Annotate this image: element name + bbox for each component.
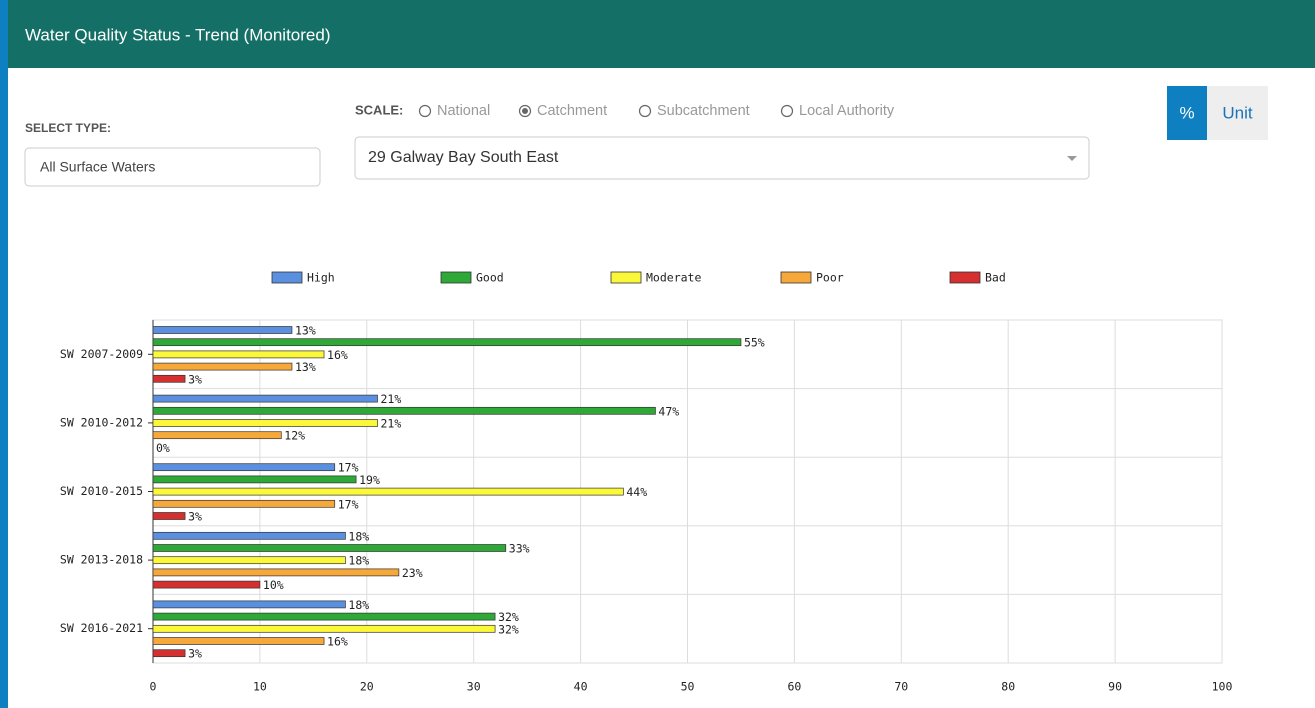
- x-tick-label: 90: [1108, 680, 1122, 694]
- bar: [152, 394, 378, 403]
- radio[interactable]: [638, 104, 652, 118]
- legend-swatch: [271, 271, 303, 284]
- bar: [152, 568, 400, 577]
- select-type-box[interactable]: [24, 147, 321, 187]
- bar: [152, 406, 656, 415]
- bar: [152, 624, 496, 633]
- x-tick-label: 40: [574, 680, 588, 694]
- value-label: 33%: [509, 542, 530, 556]
- x-tick-label: 100: [1212, 680, 1233, 694]
- legend-swatch: [780, 271, 812, 284]
- bar: [152, 350, 325, 359]
- bar: [152, 531, 346, 540]
- y-tick-label: SW 2013-2018: [60, 553, 143, 567]
- dropdown-caret: [1067, 156, 1077, 161]
- toggle-label: Unit: [1222, 103, 1253, 122]
- value-label: 32%: [498, 610, 519, 624]
- value-label: 17%: [338, 497, 359, 511]
- x-tick-label: 60: [787, 680, 801, 694]
- legend-label: Moderate: [646, 271, 701, 285]
- legend-label: Good: [476, 271, 504, 285]
- value-label: 0%: [156, 441, 170, 455]
- radio-label: Catchment: [537, 103, 607, 119]
- bar: [152, 362, 293, 371]
- value-label: 55%: [744, 336, 765, 350]
- select-type-label: SELECT TYPE:: [25, 121, 111, 135]
- area-value: 29 Galway Bay South East: [368, 149, 559, 166]
- bar: [152, 419, 378, 427]
- value-label: 12%: [284, 429, 305, 443]
- value-label: 13%: [295, 324, 316, 338]
- legend-label: Poor: [816, 271, 844, 285]
- radio[interactable]: [780, 104, 794, 118]
- x-tick-label: 30: [467, 680, 481, 694]
- scale-label: SCALE:: [355, 102, 403, 117]
- value-label: 13%: [295, 360, 316, 374]
- y-tick-label: SW 2016-2021: [60, 621, 143, 635]
- radio[interactable]: [418, 104, 432, 118]
- y-tick-label: SW 2007-2009: [60, 347, 143, 361]
- value-label: 32%: [498, 622, 519, 636]
- bar: [152, 326, 293, 334]
- toggle-label: %: [1179, 103, 1194, 122]
- radio-dot: [522, 108, 528, 114]
- bar: [152, 600, 346, 609]
- select-type-value: All Surface Waters: [40, 159, 155, 175]
- value-label: 17%: [338, 461, 359, 475]
- bar: [152, 512, 186, 520]
- value-label: 19%: [359, 473, 380, 487]
- bar: [152, 580, 261, 589]
- legend-swatch: [949, 271, 981, 284]
- bar: [152, 499, 336, 508]
- value-label: 21%: [380, 392, 401, 406]
- bar: [152, 637, 325, 645]
- value-label: 18%: [348, 598, 369, 612]
- value-label: 47%: [658, 404, 679, 418]
- value-label: 18%: [348, 554, 369, 568]
- bar: [152, 556, 346, 565]
- radio-label: Subcatchment: [657, 103, 750, 119]
- value-label: 10%: [263, 578, 284, 592]
- bar: [152, 487, 624, 496]
- toggle-button[interactable]: [1207, 86, 1268, 140]
- value-label: 44%: [626, 485, 647, 499]
- bar: [152, 463, 336, 472]
- area-select[interactable]: [354, 136, 1090, 180]
- bar: [152, 338, 742, 347]
- x-tick-label: 20: [360, 680, 374, 694]
- value-label: 16%: [327, 348, 348, 362]
- value-label: 3%: [188, 372, 202, 386]
- bar: [152, 374, 186, 383]
- x-tick-label: 0: [150, 680, 157, 694]
- header: [8, 0, 1315, 68]
- header-title: Water Quality Status - Trend (Monitored): [25, 25, 330, 44]
- toggle-button[interactable]: [1167, 86, 1207, 140]
- x-tick-label: 10: [253, 680, 267, 694]
- y-tick-label: SW 2010-2012: [60, 415, 143, 429]
- legend-swatch: [610, 271, 642, 284]
- radio-label: Local Authority: [799, 103, 895, 119]
- value-label: 3%: [188, 510, 202, 524]
- bar: [152, 431, 282, 440]
- value-label: 21%: [380, 417, 401, 431]
- value-label: 3%: [188, 647, 202, 661]
- x-tick-label: 80: [1001, 680, 1015, 694]
- x-tick-label: 50: [681, 680, 695, 694]
- value-label: 18%: [348, 529, 369, 543]
- y-tick-label: SW 2010-2015: [60, 484, 143, 498]
- left-border: [0, 0, 8, 708]
- bar: [152, 544, 507, 552]
- legend-label: Bad: [985, 271, 1006, 285]
- value-label: 23%: [402, 566, 423, 580]
- bar: [152, 612, 496, 621]
- bar: [152, 649, 186, 658]
- value-label: 16%: [327, 635, 348, 649]
- bar: [152, 475, 357, 484]
- legend-swatch: [440, 271, 472, 284]
- radio-label: National: [437, 103, 490, 119]
- legend-label: High: [307, 271, 335, 285]
- x-tick-label: 70: [894, 680, 908, 694]
